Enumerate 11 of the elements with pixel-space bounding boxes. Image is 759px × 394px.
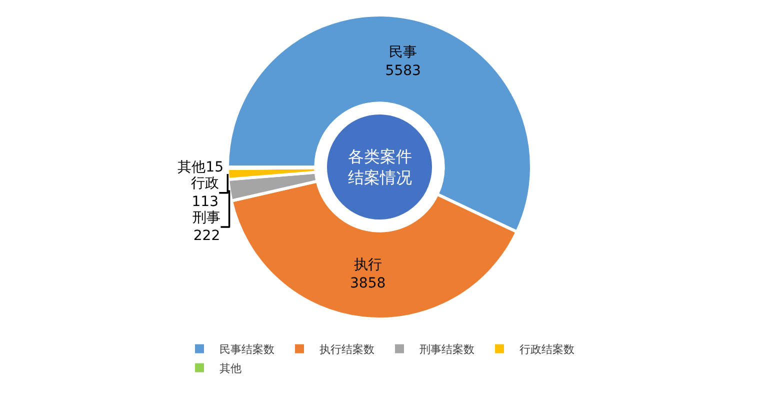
legend-label: 刑事结案数 bbox=[420, 342, 474, 356]
legend-label: 民事结案数 bbox=[220, 342, 274, 356]
data-label: 执行 3858 bbox=[350, 257, 386, 292]
data-label: 刑事 222 bbox=[192, 210, 221, 244]
data-label: 其他15 bbox=[178, 160, 224, 176]
text: 各类案件结案情况 bbox=[348, 147, 412, 187]
legend-label: 行政结案数 bbox=[520, 342, 574, 356]
legend-label: 其他 bbox=[220, 362, 242, 375]
data-label: 民事 5583 bbox=[385, 44, 421, 79]
legend-label: 执行结案数 bbox=[320, 342, 374, 356]
data-label: 行政 113 bbox=[191, 176, 220, 210]
